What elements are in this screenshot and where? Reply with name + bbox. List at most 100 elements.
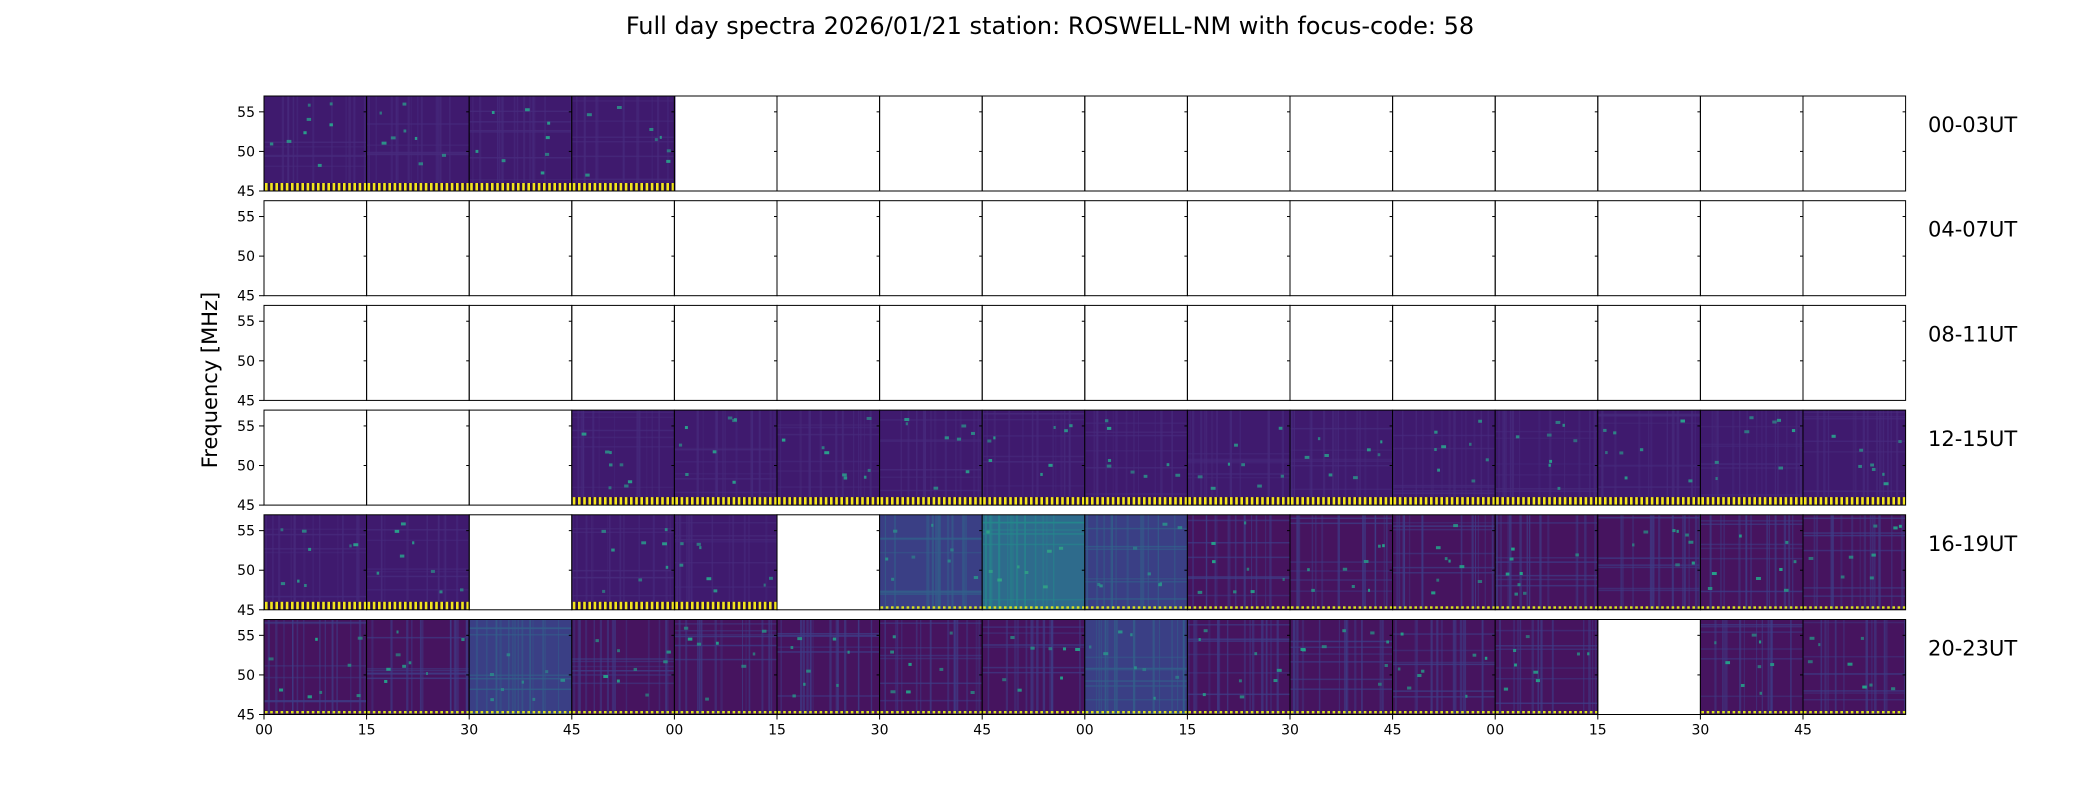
x-tick-label: 00 — [665, 723, 683, 739]
panel-frame — [366, 200, 470, 297]
spectrogram-panel — [1494, 409, 1599, 506]
empty-panel — [673, 304, 778, 401]
panel-frame — [263, 409, 368, 506]
spectrogram-panel — [673, 619, 778, 715]
spectrogram-panel — [263, 619, 368, 715]
chart-title: Full day spectra 2026/01/21 station: ROS… — [625, 12, 1475, 40]
y-tick-label: 50 — [237, 668, 255, 684]
panel-frame — [571, 200, 675, 297]
empty-panel — [366, 304, 470, 401]
x-tick-label: 30 — [1691, 723, 1709, 739]
x-tick-label: 00 — [1076, 723, 1094, 739]
y-tick-label: 45 — [237, 393, 255, 409]
panel-frame — [776, 200, 881, 297]
empty-panel — [468, 409, 573, 506]
empty-panel — [1597, 619, 1701, 715]
panel-frame — [673, 95, 778, 192]
panel-frame — [776, 514, 881, 611]
x-tick-label: 00 — [255, 723, 273, 739]
panel-frame — [879, 200, 983, 297]
spectrogram-panel — [1289, 409, 1394, 506]
panel-frame — [1802, 200, 1907, 297]
panel-frame — [1802, 95, 1907, 192]
spectrogram-panel — [1699, 514, 1804, 611]
empty-panel — [1494, 304, 1599, 401]
spectra-row: 45 50 55 16-19UT — [237, 514, 2017, 619]
spectra-row: 45 50 55 08-11UT — [237, 304, 2017, 409]
empty-panel — [366, 409, 470, 506]
spectrogram-panel — [673, 514, 778, 611]
spectrogram-panel — [1392, 409, 1496, 506]
spectrogram-panel — [1084, 619, 1188, 715]
x-tick-label: 45 — [1794, 723, 1812, 739]
spectra-row: 45 50 55 20-23UT — [237, 619, 2017, 724]
empty-panel — [1597, 200, 1701, 297]
x-tick-label: 15 — [358, 723, 376, 739]
spectrogram-panel — [1699, 619, 1804, 715]
panel-frame — [1084, 95, 1188, 192]
empty-panel — [776, 95, 881, 192]
empty-panel — [571, 304, 675, 401]
panel-frame — [776, 95, 881, 192]
spectrogram-panel — [879, 619, 983, 715]
panel-frame — [1699, 304, 1804, 401]
panel-frame — [366, 304, 470, 401]
empty-panel — [1084, 200, 1188, 297]
spectrogram-panel — [571, 514, 675, 611]
panel-frame — [1084, 304, 1188, 401]
row-time-label: 12-15UT — [1928, 427, 2017, 451]
panel-frame — [1084, 200, 1188, 297]
empty-panel — [673, 95, 778, 192]
empty-panel — [1802, 200, 1907, 297]
spectrogram-panel — [673, 409, 778, 506]
spectrogram-panel — [1186, 409, 1291, 506]
x-tick-label: 45 — [563, 723, 581, 739]
panel-frame — [673, 304, 778, 401]
empty-panel — [981, 200, 1086, 297]
empty-panel — [1392, 304, 1496, 401]
spectrogram-panel — [1392, 514, 1496, 611]
empty-panel — [1802, 304, 1907, 401]
empty-panel — [776, 304, 881, 401]
panel-frame — [981, 95, 1086, 192]
x-axis: 00 15 30 45 00 15 30 45 00 15 30 45 00 15 30 45 — [255, 714, 1812, 739]
panel-frame — [571, 304, 675, 401]
panel-frame — [776, 304, 881, 401]
panel-frame — [468, 514, 573, 611]
empty-panel — [366, 200, 470, 297]
empty-panel — [879, 304, 983, 401]
empty-panel — [468, 304, 573, 401]
x-tick-label: 15 — [768, 723, 786, 739]
empty-panel — [1392, 200, 1496, 297]
empty-panel — [1699, 304, 1804, 401]
y-tick-label: 55 — [237, 105, 255, 121]
y-tick-label: 45 — [237, 498, 255, 514]
empty-panel — [673, 200, 778, 297]
empty-panel — [1699, 200, 1804, 297]
y-tick-label: 55 — [237, 314, 255, 330]
spectrogram-panel — [1289, 619, 1394, 715]
empty-panel — [263, 200, 368, 297]
empty-panel — [1289, 304, 1394, 401]
spectrogram-panel — [366, 514, 470, 611]
panel-frame — [1597, 95, 1701, 192]
spectrogram-panel — [1494, 619, 1599, 715]
row-time-label: 00-03UT — [1928, 113, 2017, 137]
x-tick-label: 15 — [1178, 723, 1196, 739]
empty-panel — [1597, 95, 1701, 192]
y-tick-label: 45 — [237, 708, 255, 724]
empty-panel — [263, 304, 368, 401]
spectrogram-panel — [1802, 619, 1907, 715]
panel-frame — [1392, 95, 1496, 192]
y-tick-label: 50 — [237, 459, 255, 475]
panel-frame — [468, 200, 573, 297]
y-tick-label: 55 — [237, 210, 255, 226]
empty-panel — [776, 514, 881, 611]
panel-frame — [1392, 200, 1496, 297]
spectrogram-panel — [1494, 514, 1599, 611]
spectrogram-panel — [1699, 409, 1804, 506]
panel-frame — [1597, 304, 1701, 401]
x-tick-label: 30 — [1281, 723, 1299, 739]
panel-frame — [1494, 304, 1599, 401]
